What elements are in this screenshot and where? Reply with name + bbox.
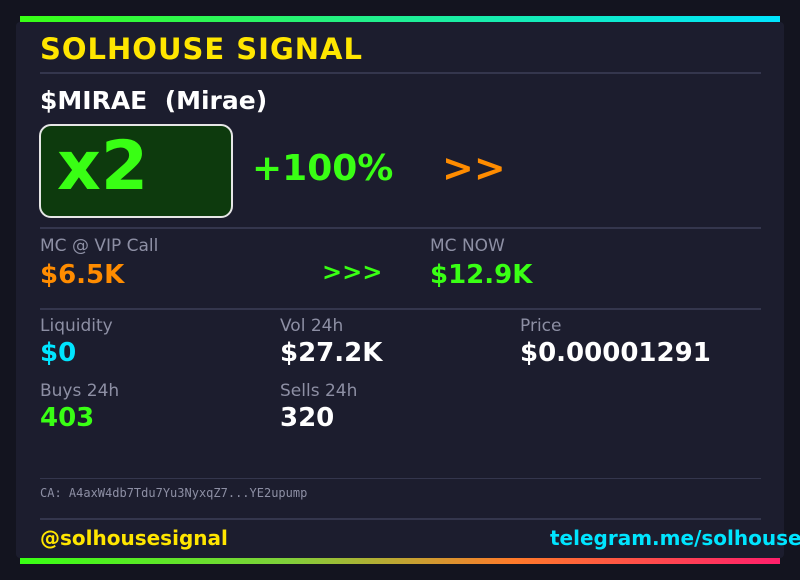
mc-now-value: $12.9K [430,260,533,290]
trend-arrows: >> [442,146,506,190]
section-divider-1 [40,227,761,229]
vol-label: Vol 24h [280,316,344,336]
telegram-link[interactable]: telegram.me/solhouse [550,526,800,550]
mc-call-value: $6.5K [40,260,125,290]
liquidity-label: Liquidity [40,316,113,336]
header-title: SOLHOUSE SIGNAL [40,32,363,66]
mc-call-label: MC @ VIP Call [40,236,159,256]
token-heading: $MIRAE (Mirae) [40,86,267,115]
signal-card [16,22,784,558]
percent-change: +100% [252,148,394,189]
mc-now-label: MC NOW [430,236,505,256]
sells-label: Sells 24h [280,381,358,401]
price-label: Price [520,316,562,336]
bottom-gradient-bar [20,558,780,564]
liquidity-value: $0 [40,338,77,368]
token-symbol: $MIRAE [40,86,148,115]
price-value: $0.00001291 [520,338,711,368]
mc-arrows: >>> [322,258,383,286]
sells-value: 320 [280,403,335,433]
social-handle-link[interactable]: @solhousesignal [40,526,228,550]
multiplier-badge: x2 [39,124,233,218]
vol-value: $27.2K [280,338,383,368]
section-divider-2 [40,308,761,310]
multiplier-value: x2 [57,127,149,206]
buys-label: Buys 24h [40,381,120,401]
top-gradient-bar [20,16,780,22]
token-name: (Mirae) [164,86,268,115]
section-divider-3 [40,478,761,479]
header-divider [40,72,761,74]
footer-divider [40,518,761,520]
buys-value: 403 [40,403,95,433]
contract-address: CA: A4axW4db7Tdu7Yu3NyxqZ7...YE2upump [40,486,308,500]
